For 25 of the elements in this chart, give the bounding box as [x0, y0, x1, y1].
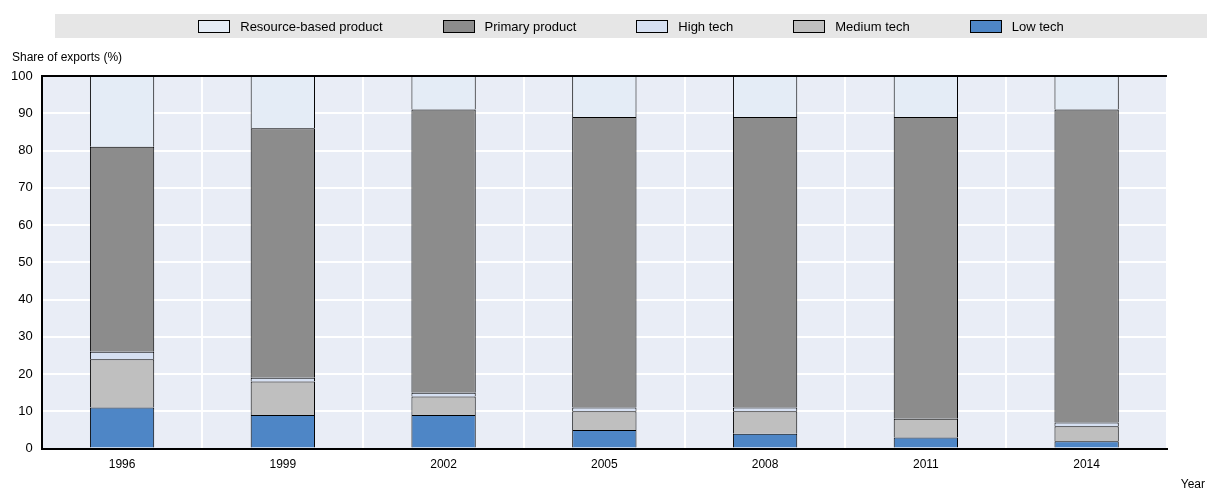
y-tick-label: 10 [18, 402, 33, 418]
legend-label: Primary product [484, 18, 577, 34]
y-tick-label: 30 [18, 328, 33, 344]
x-tick-label: 2011 [912, 457, 940, 472]
x-axis-title: Year [1180, 477, 1205, 492]
y-tick-label: 90 [18, 104, 33, 120]
y-tick-label: 50 [18, 253, 33, 269]
y-tick-label: 80 [18, 142, 33, 158]
legend-label: High tech [678, 18, 734, 34]
y-tick-label: 40 [18, 291, 33, 307]
y-axis-title: Share of exports (%) [12, 50, 123, 65]
x-tick-label: 2008 [751, 457, 779, 472]
y-tick-label: 20 [18, 365, 33, 381]
y-tick-label: 100 [10, 67, 33, 83]
legend-label: Low tech [1011, 18, 1064, 34]
x-tick-label: 1999 [269, 457, 297, 472]
x-tick-label: 2002 [430, 457, 458, 472]
x-tick-label: 2014 [1073, 457, 1101, 472]
x-tick-label: 1996 [108, 457, 136, 472]
x-tick-label: 2005 [590, 457, 619, 472]
y-tick-label: 60 [18, 216, 33, 232]
text: Resource-based product [240, 18, 383, 34]
y-tick-label: 0 [25, 440, 33, 456]
y-tick-label: 70 [18, 179, 33, 195]
legend-label: Medium tech [835, 18, 910, 34]
